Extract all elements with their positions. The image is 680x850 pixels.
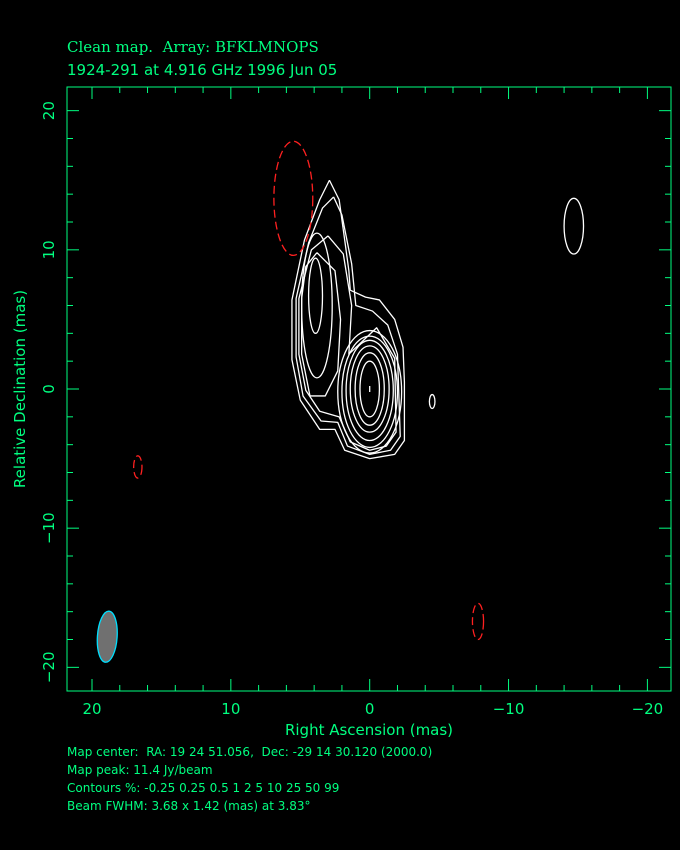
positive-contour <box>359 360 381 418</box>
negative-contour <box>273 140 314 257</box>
x-tick-label: 0 <box>365 700 375 718</box>
positive-contour <box>428 393 436 410</box>
positive-contour <box>298 235 397 451</box>
map-title: Clean map. Array: BFKLMNOPS <box>67 38 319 56</box>
x-tick-label: −10 <box>493 700 525 718</box>
positive-contour <box>295 196 401 456</box>
beam-fwhm-text: Beam FWHM: 3.68 x 1.42 (mas) at 3.83° <box>67 799 311 813</box>
positive-contour <box>337 329 403 454</box>
x-tick-label: −20 <box>632 700 664 718</box>
positive-contour <box>301 232 333 379</box>
negative-contour <box>132 455 143 479</box>
x-tick-label: 20 <box>82 700 101 718</box>
y-axis-label: Relative Declination (mas) <box>11 290 29 488</box>
map-subtitle: 1924-291 at 4.916 GHz 1996 Jun 05 <box>67 61 338 79</box>
x-tick-label: 10 <box>221 700 240 718</box>
negative-contour <box>471 602 485 641</box>
y-tick-label: −10 <box>40 512 58 544</box>
positive-contour <box>291 179 406 460</box>
plot-frame <box>66 86 672 692</box>
positive-contour <box>301 252 342 397</box>
positive-contour <box>345 339 394 442</box>
positive-contour <box>341 335 399 449</box>
contour-levels-text: Contours %: -0.25 0.25 0.5 1 2 5 10 25 5… <box>67 781 340 795</box>
y-tick-label: 0 <box>40 384 58 394</box>
x-axis-label: Right Ascension (mas) <box>285 721 453 739</box>
y-tick-label: −20 <box>40 652 58 684</box>
positive-contour <box>354 352 385 426</box>
y-tick-label: 10 <box>40 240 58 259</box>
positive-contour <box>563 197 585 255</box>
positive-contour <box>307 257 324 334</box>
positive-contour <box>349 345 390 433</box>
map-peak-text: Map peak: 11.4 Jy/beam <box>67 763 213 777</box>
y-tick-label: 20 <box>40 101 58 120</box>
map-center-text: Map center: RA: 19 24 51.056, Dec: -29 1… <box>67 745 433 759</box>
beam-ellipse <box>96 610 118 663</box>
